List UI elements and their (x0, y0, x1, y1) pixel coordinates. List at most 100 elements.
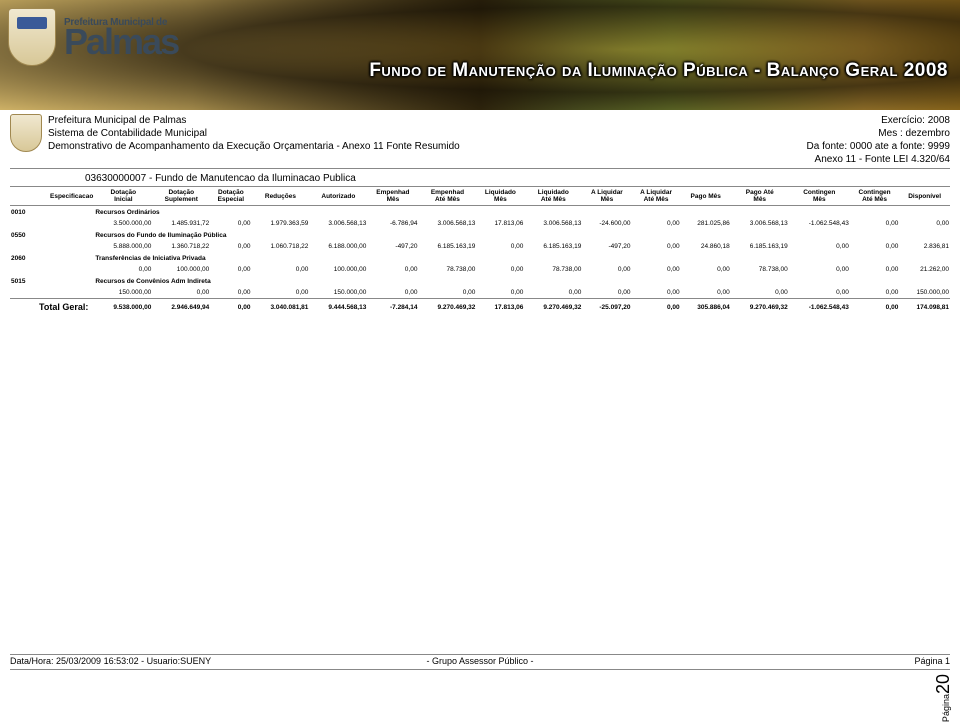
meta-line-2: Sistema de Contabilidade Municipal (48, 127, 460, 140)
meta-line-3: Demonstrativo de Acompanhamento da Execu… (48, 140, 460, 153)
data-cell: -497,20 (582, 241, 631, 252)
total-label: Total Geral: (10, 299, 94, 315)
data-cell: 0,00 (210, 264, 251, 275)
total-cell: 17.813,06 (476, 299, 524, 315)
data-cell: 0,00 (251, 264, 309, 275)
data-cell: 0,00 (631, 218, 680, 229)
data-cell: 0,00 (418, 287, 476, 299)
column-header: A LiquidarAté Mês (631, 187, 680, 206)
data-cell: 0,00 (631, 264, 680, 275)
data-cell: 3.006.568,13 (418, 218, 476, 229)
meta-right-2: Mes : dezembro (807, 127, 950, 140)
data-cell: 0,00 (367, 264, 418, 275)
total-cell: 9.538.000,00 (94, 299, 152, 315)
data-cell: 0,00 (367, 287, 418, 299)
data-cell: 3.500.000,00 (94, 218, 152, 229)
column-header: LiquidadoAté Mês (524, 187, 582, 206)
data-cell: 100.000,00 (152, 264, 210, 275)
group-code: 0550 (10, 229, 94, 241)
data-cell: 0,00 (476, 287, 524, 299)
data-cell: 2.836,81 (899, 241, 950, 252)
data-cell: 5.888.000,00 (94, 241, 152, 252)
data-cell (10, 287, 94, 299)
data-cell (10, 264, 94, 275)
meta-right-1: Exercício: 2008 (807, 114, 950, 127)
data-cell (10, 218, 94, 229)
data-cell: 0,00 (476, 264, 524, 275)
total-cell: 305.886,04 (681, 299, 731, 315)
data-cell: 1.979.363,59 (251, 218, 309, 229)
column-header: Especificacao (10, 187, 94, 206)
banner-logo-block: Prefeitura Municipal de Palmas (8, 8, 178, 66)
data-cell: 281.025,86 (681, 218, 731, 229)
column-header: EmpenhadMês (367, 187, 418, 206)
total-cell: 3.040.081,81 (251, 299, 309, 315)
report-footer: Data/Hora: 25/03/2009 16:53:02 - Usuario… (10, 654, 950, 670)
data-cell: 150.000,00 (94, 287, 152, 299)
column-header: ContingenAté Mês (850, 187, 900, 206)
data-cell: 0,00 (152, 287, 210, 299)
data-cell: 150.000,00 (309, 287, 367, 299)
separator (10, 168, 950, 169)
column-header: Reduções (251, 187, 309, 206)
data-cell: 6.185.163,19 (524, 241, 582, 252)
data-cell: 3.006.568,13 (524, 218, 582, 229)
data-cell: 0,00 (731, 287, 789, 299)
data-cell: 0,00 (631, 241, 680, 252)
data-cell: 78.738,00 (524, 264, 582, 275)
data-cell: 0,00 (789, 241, 850, 252)
total-cell: 174.098,81 (899, 299, 950, 315)
data-cell: -497,20 (367, 241, 418, 252)
column-header: Autorizado (309, 187, 367, 206)
data-cell: -24.600,00 (582, 218, 631, 229)
data-cell: 150.000,00 (899, 287, 950, 299)
data-cell: 0,00 (94, 264, 152, 275)
column-header: Pago AtéMês (731, 187, 789, 206)
total-cell: 9.270.469,32 (418, 299, 476, 315)
data-cell: 1.060.718,22 (251, 241, 309, 252)
data-cell: 1.485.931,72 (152, 218, 210, 229)
data-cell: 0,00 (582, 264, 631, 275)
data-cell: 17.813,06 (476, 218, 524, 229)
column-header: DotaçãoInicial (94, 187, 152, 206)
column-header: Disponível (899, 187, 950, 206)
column-header: LiquidadoMês (476, 187, 524, 206)
data-cell: 100.000,00 (309, 264, 367, 275)
data-cell: -6.786,94 (367, 218, 418, 229)
group-code: 5015 (10, 275, 94, 287)
total-cell: -25.097,20 (582, 299, 631, 315)
data-cell: 0,00 (582, 287, 631, 299)
data-cell: 0,00 (210, 287, 251, 299)
data-cell: 24.860,18 (681, 241, 731, 252)
data-cell: 6.185.163,19 (418, 241, 476, 252)
data-cell: 0,00 (789, 264, 850, 275)
total-cell: 9.444.568,13 (309, 299, 367, 315)
meta-right-4: Anexo 11 - Fonte LEI 4.320/64 (807, 153, 950, 166)
column-header: ContingenMês (789, 187, 850, 206)
city-emblem-small-icon (10, 114, 42, 152)
data-cell: 0,00 (850, 287, 900, 299)
total-cell: 0,00 (850, 299, 900, 315)
column-header: DotaçãoSuplement (152, 187, 210, 206)
page-number-side: Página20 (933, 674, 954, 722)
total-cell: 9.270.469,32 (524, 299, 582, 315)
data-cell: 0,00 (210, 218, 251, 229)
banner-title: Fundo de Manutenção da Iluminação Públic… (369, 60, 948, 82)
data-cell: 6.188.000,00 (309, 241, 367, 252)
budget-table: EspecificacaoDotaçãoInicialDotaçãoSuplem… (10, 186, 950, 314)
total-cell: 0,00 (631, 299, 680, 315)
data-cell: 6.185.163,19 (731, 241, 789, 252)
column-header: Pago Mês (681, 187, 731, 206)
column-header: DotaçãoEspecial (210, 187, 251, 206)
total-cell: -1.062.548,43 (789, 299, 850, 315)
data-cell (10, 241, 94, 252)
group-description: Recursos de Convênios Adm Indireta (94, 275, 950, 287)
data-cell: 0,00 (850, 218, 900, 229)
data-cell: 78.738,00 (418, 264, 476, 275)
column-header: A LiquidarMês (582, 187, 631, 206)
data-cell: 0,00 (631, 287, 680, 299)
data-cell: 0,00 (850, 241, 900, 252)
data-cell: 78.738,00 (731, 264, 789, 275)
data-cell: 21.262,00 (899, 264, 950, 275)
group-code: 2060 (10, 252, 94, 264)
